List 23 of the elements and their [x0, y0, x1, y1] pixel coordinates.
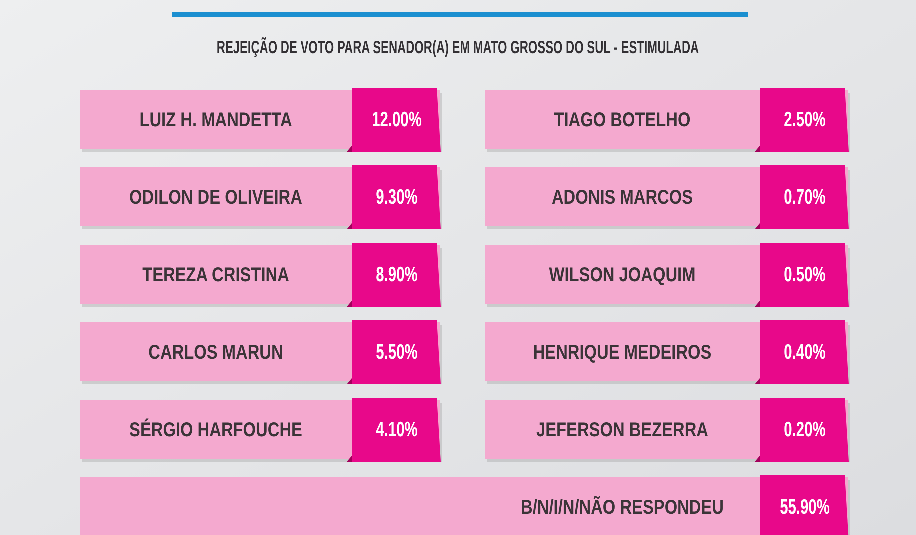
data-label: 5.50%: [376, 340, 418, 364]
category-label: TEREZA CRISTINA: [142, 263, 290, 286]
data-label: 4.10%: [376, 418, 418, 442]
data-label: 9.30%: [376, 185, 418, 209]
category-label: ODILON DE OLIVEIRA: [130, 186, 302, 208]
category-label: LUIZ H. MANDETTA: [140, 108, 292, 131]
data-label: 0.40%: [784, 340, 826, 364]
category-label: WILSON JOAQUIM: [549, 263, 696, 286]
data-label: 0.70%: [784, 185, 826, 209]
category-label: ADONIS MARCOS: [552, 186, 694, 208]
category-label: JEFERSON BEZERRA: [536, 418, 709, 441]
category-label: B/N/I/N/NÃO RESPONDEU: [521, 496, 724, 518]
category-label: HENRIQUE MEDEIROS: [533, 340, 712, 364]
category-label: SÉRGIO HARFOUCHE: [130, 418, 302, 441]
data-label: 2.50%: [784, 108, 826, 132]
data-label: 12.00%: [372, 108, 422, 132]
category-label: TIAGO BOTELHO: [554, 108, 691, 131]
text: REJEIÇÃO DE VOTO PARA SENADOR(A) EM MATO GROSSO DO SUL - ESTIMULADA: [216, 36, 700, 58]
data-label: 55.90%: [780, 495, 830, 519]
data-label: 0.20%: [784, 418, 826, 442]
data-label: 0.50%: [784, 262, 826, 286]
data-label: 8.90%: [376, 262, 418, 286]
category-label: CARLOS MARUN: [148, 340, 284, 364]
